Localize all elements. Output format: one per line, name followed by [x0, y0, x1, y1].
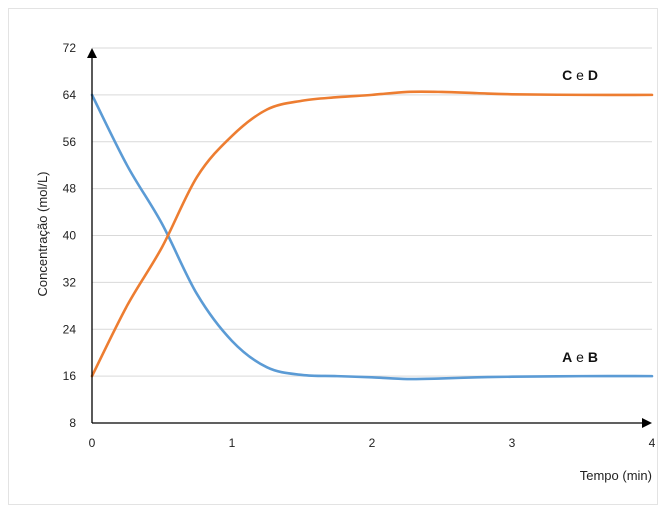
y-tick-label: 48	[63, 182, 77, 196]
x-axis-title: Tempo (min)	[580, 468, 652, 483]
x-tick-label: 1	[229, 436, 236, 450]
tick-labels: 8 16 24 32 40 48 56 64 72 0 1 2 3 4	[63, 41, 656, 450]
x-tick-label: 2	[369, 436, 376, 450]
series-label-a: A	[562, 349, 572, 365]
y-axis-title: Concentração (mol/L)	[35, 172, 50, 297]
y-axis-arrow	[87, 48, 97, 58]
axes	[87, 48, 652, 428]
y-tick-label: 16	[63, 369, 77, 383]
y-tick-label: 24	[63, 322, 77, 336]
x-tick-label: 4	[649, 436, 656, 450]
series-label-conjunction: e	[572, 67, 588, 83]
series-label-conjunction: e	[572, 349, 588, 365]
x-axis-arrow	[642, 418, 652, 428]
y-tick-label: 56	[63, 135, 77, 149]
series-lines	[90, 90, 654, 381]
x-tick-label: 3	[509, 436, 516, 450]
y-tick-label: 8	[69, 416, 76, 430]
series-label-a-b: A e B	[562, 349, 598, 365]
series-label-c: C	[562, 67, 572, 83]
chart-frame	[8, 8, 658, 505]
y-tick-label: 40	[63, 229, 77, 243]
y-tick-label: 72	[63, 41, 77, 55]
x-tick-label: 0	[89, 436, 96, 450]
y-tick-label: 32	[63, 275, 77, 289]
series-label-d: D	[588, 67, 598, 83]
series-line-a-b	[90, 93, 654, 381]
series-label-b: B	[588, 349, 598, 365]
series-line-c-d	[90, 90, 654, 378]
y-tick-label: 64	[63, 88, 77, 102]
gridlines	[92, 47, 652, 377]
series-label-c-d: C e D	[562, 67, 598, 83]
